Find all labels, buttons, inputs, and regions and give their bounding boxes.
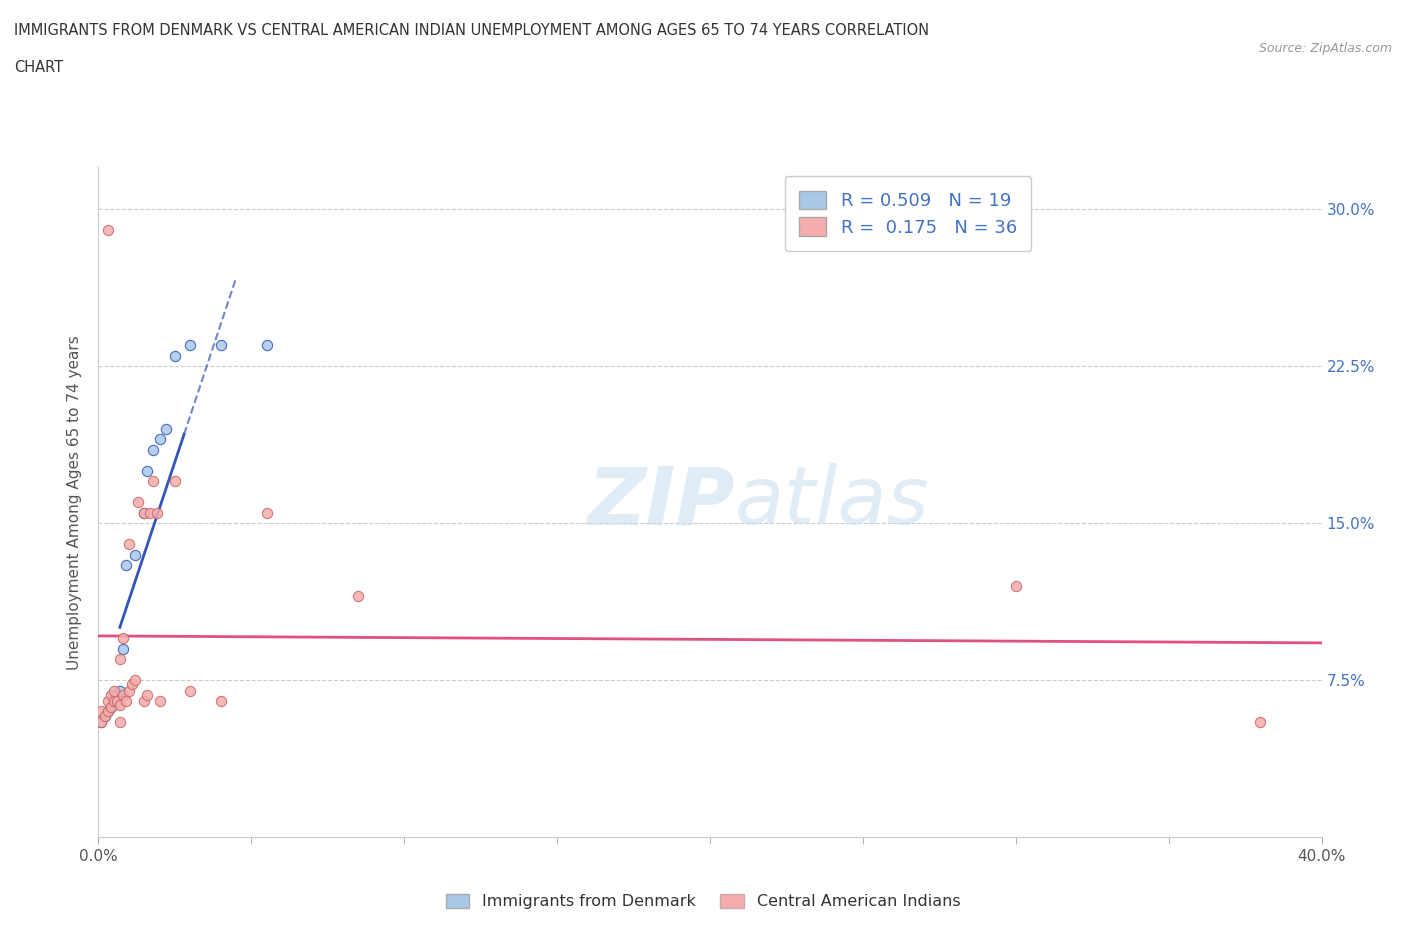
Point bbox=[100, 687, 122, 702]
Point bbox=[127, 495, 149, 510]
Point bbox=[103, 694, 125, 709]
Point bbox=[111, 631, 134, 645]
Y-axis label: Unemployment Among Ages 65 to 74 years: Unemployment Among Ages 65 to 74 years bbox=[67, 335, 83, 670]
Point bbox=[97, 704, 120, 719]
Point bbox=[90, 704, 112, 719]
Point bbox=[97, 704, 120, 719]
Point bbox=[163, 474, 186, 489]
Point bbox=[149, 694, 172, 709]
Point bbox=[134, 505, 156, 520]
Point bbox=[103, 683, 125, 698]
Point bbox=[145, 505, 167, 520]
Point bbox=[93, 709, 115, 724]
Point bbox=[108, 652, 131, 667]
Point bbox=[118, 683, 141, 698]
Point bbox=[108, 683, 131, 698]
Point bbox=[139, 505, 162, 520]
Point bbox=[118, 537, 141, 551]
Point bbox=[256, 338, 278, 352]
Point bbox=[142, 474, 165, 489]
Point bbox=[97, 223, 120, 238]
Point bbox=[108, 698, 131, 712]
Point bbox=[115, 558, 138, 573]
Point bbox=[163, 349, 186, 364]
Point bbox=[103, 694, 125, 709]
Point bbox=[100, 700, 122, 715]
Point bbox=[1004, 578, 1026, 593]
Point bbox=[134, 694, 156, 709]
Point bbox=[124, 547, 146, 562]
Point bbox=[209, 694, 232, 709]
Point bbox=[209, 338, 232, 352]
Point bbox=[90, 714, 112, 729]
Point bbox=[111, 642, 134, 657]
Point bbox=[124, 672, 146, 687]
Point bbox=[136, 463, 159, 478]
Point bbox=[347, 589, 370, 604]
Point bbox=[155, 421, 177, 436]
Point bbox=[121, 677, 143, 692]
Point bbox=[97, 694, 120, 709]
Legend: R = 0.509   N = 19, R =  0.175   N = 36: R = 0.509 N = 19, R = 0.175 N = 36 bbox=[785, 177, 1031, 251]
Point bbox=[93, 709, 115, 724]
Point bbox=[105, 687, 128, 702]
Legend: Immigrants from Denmark, Central American Indians: Immigrants from Denmark, Central America… bbox=[437, 885, 969, 917]
Point bbox=[134, 505, 156, 520]
Point bbox=[1249, 714, 1271, 729]
Point bbox=[90, 714, 112, 729]
Point bbox=[256, 505, 278, 520]
Text: atlas: atlas bbox=[734, 463, 929, 541]
Point bbox=[136, 687, 159, 702]
Text: ZIP: ZIP bbox=[588, 463, 734, 541]
Point bbox=[142, 443, 165, 458]
Text: IMMIGRANTS FROM DENMARK VS CENTRAL AMERICAN INDIAN UNEMPLOYMENT AMONG AGES 65 TO: IMMIGRANTS FROM DENMARK VS CENTRAL AMERI… bbox=[14, 23, 929, 38]
Text: CHART: CHART bbox=[14, 60, 63, 75]
Point bbox=[111, 687, 134, 702]
Point bbox=[149, 432, 172, 447]
Text: Source: ZipAtlas.com: Source: ZipAtlas.com bbox=[1258, 42, 1392, 55]
Point bbox=[115, 694, 138, 709]
Point bbox=[179, 338, 201, 352]
Point bbox=[179, 683, 201, 698]
Point bbox=[108, 714, 131, 729]
Point bbox=[100, 700, 122, 715]
Point bbox=[105, 694, 128, 709]
